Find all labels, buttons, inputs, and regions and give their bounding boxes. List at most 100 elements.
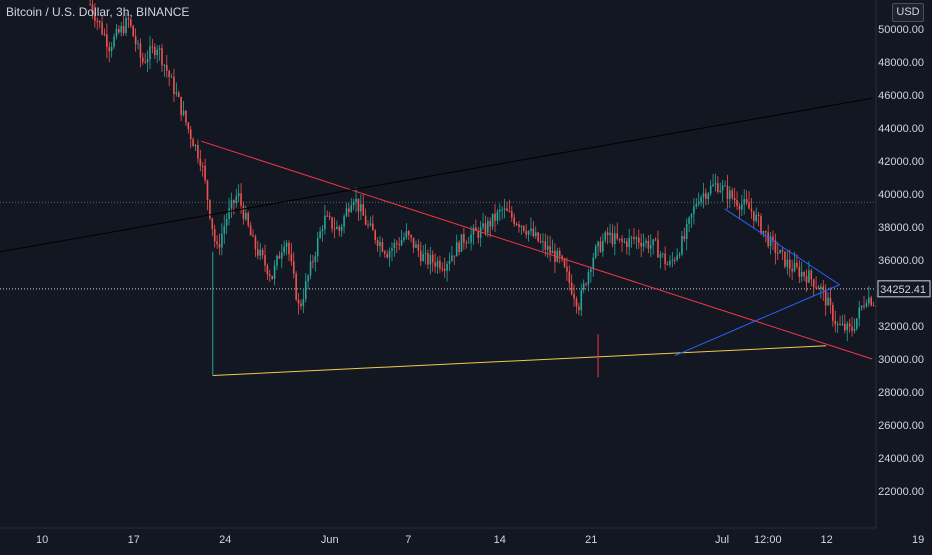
candle-body <box>254 236 257 250</box>
candle-body <box>333 228 336 230</box>
candle-body <box>719 190 722 192</box>
candle-body <box>441 268 444 270</box>
candle-body <box>340 226 343 231</box>
candle-body <box>721 185 724 191</box>
candle-body <box>304 281 307 300</box>
candle-body <box>499 209 501 212</box>
candle-body <box>659 254 662 258</box>
x-tick-label: 7 <box>405 534 411 546</box>
candle-body <box>276 255 278 266</box>
candle-body <box>798 266 801 277</box>
y-tick-label: 32000.00 <box>878 321 924 333</box>
candle-body <box>180 96 182 115</box>
candle-body <box>360 204 362 212</box>
candle-body <box>551 250 554 254</box>
candle-body <box>362 204 365 216</box>
triangle-upper <box>724 208 840 286</box>
candle-body <box>805 276 808 283</box>
candle-body <box>832 304 834 321</box>
candle-body <box>381 241 384 252</box>
candle-body <box>261 249 264 256</box>
candle-body <box>630 237 633 239</box>
currency-button[interactable]: USD <box>892 3 924 22</box>
candle-body <box>479 227 482 238</box>
candle-body <box>316 238 319 257</box>
candle-body <box>228 208 230 219</box>
candle-body <box>245 213 247 220</box>
candle-body <box>436 260 439 267</box>
y-tick-label: 38000.00 <box>878 222 924 234</box>
candle-body <box>501 209 504 211</box>
candle-body <box>820 286 822 290</box>
x-tick-label: 24 <box>219 534 231 546</box>
candle-body <box>453 255 456 257</box>
x-tick-label: 17 <box>128 534 140 546</box>
candle-body <box>403 237 405 240</box>
candle-body <box>618 238 621 240</box>
candle-body <box>144 61 147 63</box>
candle-body <box>221 233 223 248</box>
candle-body <box>690 213 693 218</box>
candle-body <box>288 242 290 254</box>
candle-body <box>165 64 168 71</box>
candle-body <box>810 270 813 280</box>
candle-body <box>532 228 535 237</box>
candle-body <box>482 223 484 228</box>
candle-body <box>525 230 527 235</box>
candle-body <box>177 92 180 97</box>
candle-body <box>549 245 551 254</box>
candle-body <box>223 225 226 234</box>
candle-body <box>626 241 628 247</box>
candle-body <box>678 254 681 256</box>
candle-body <box>592 257 595 270</box>
candle-body <box>367 224 369 226</box>
candle-body <box>827 297 829 306</box>
candle-body <box>635 237 638 240</box>
candle-body <box>142 57 144 62</box>
candle-body <box>693 206 695 214</box>
candle-body <box>841 323 844 325</box>
candle-body <box>424 253 427 255</box>
candle-body <box>125 18 127 34</box>
candle-body <box>120 25 123 33</box>
candle-body <box>527 230 530 235</box>
candle-body <box>163 64 166 66</box>
candle-body <box>151 46 154 48</box>
candle-body <box>760 215 762 234</box>
candle-body <box>695 203 698 207</box>
candle-body <box>393 243 396 249</box>
candle-body <box>391 248 393 251</box>
candle-body <box>544 241 547 250</box>
chart-title: Bitcoin / U.S. Dollar, 3h, BINANCE <box>6 5 190 19</box>
candle-body <box>621 238 623 243</box>
candle-body <box>508 211 511 213</box>
candle-body <box>158 48 161 50</box>
candle-body <box>712 184 714 187</box>
candle-body <box>731 190 734 198</box>
candle-body <box>683 236 686 239</box>
long-trend-line <box>0 97 873 253</box>
candle-body <box>252 235 254 237</box>
candle-body <box>108 47 111 52</box>
candle-body <box>185 110 187 123</box>
candle-body <box>673 259 676 261</box>
candle-body <box>101 22 103 34</box>
candle-body <box>427 253 429 265</box>
candle-body <box>558 250 561 256</box>
candle-body <box>300 303 302 306</box>
candle-body <box>666 264 669 266</box>
candle-body <box>779 249 781 254</box>
candle-body <box>788 259 791 269</box>
candle-body <box>89 4 91 6</box>
candle-body <box>726 185 729 200</box>
y-tick-label: 40000.00 <box>878 189 924 201</box>
candle-body <box>127 18 130 20</box>
candle-body <box>211 218 214 230</box>
y-tick-label: 24000.00 <box>878 453 924 465</box>
candle-body <box>707 193 710 199</box>
candle-body <box>738 205 741 210</box>
candle-body <box>415 244 417 248</box>
candle-body <box>321 229 324 232</box>
